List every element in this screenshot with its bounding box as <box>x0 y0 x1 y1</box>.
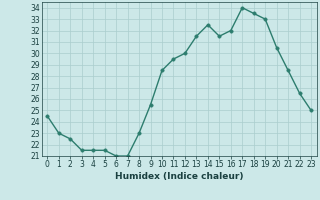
X-axis label: Humidex (Indice chaleur): Humidex (Indice chaleur) <box>115 172 244 181</box>
